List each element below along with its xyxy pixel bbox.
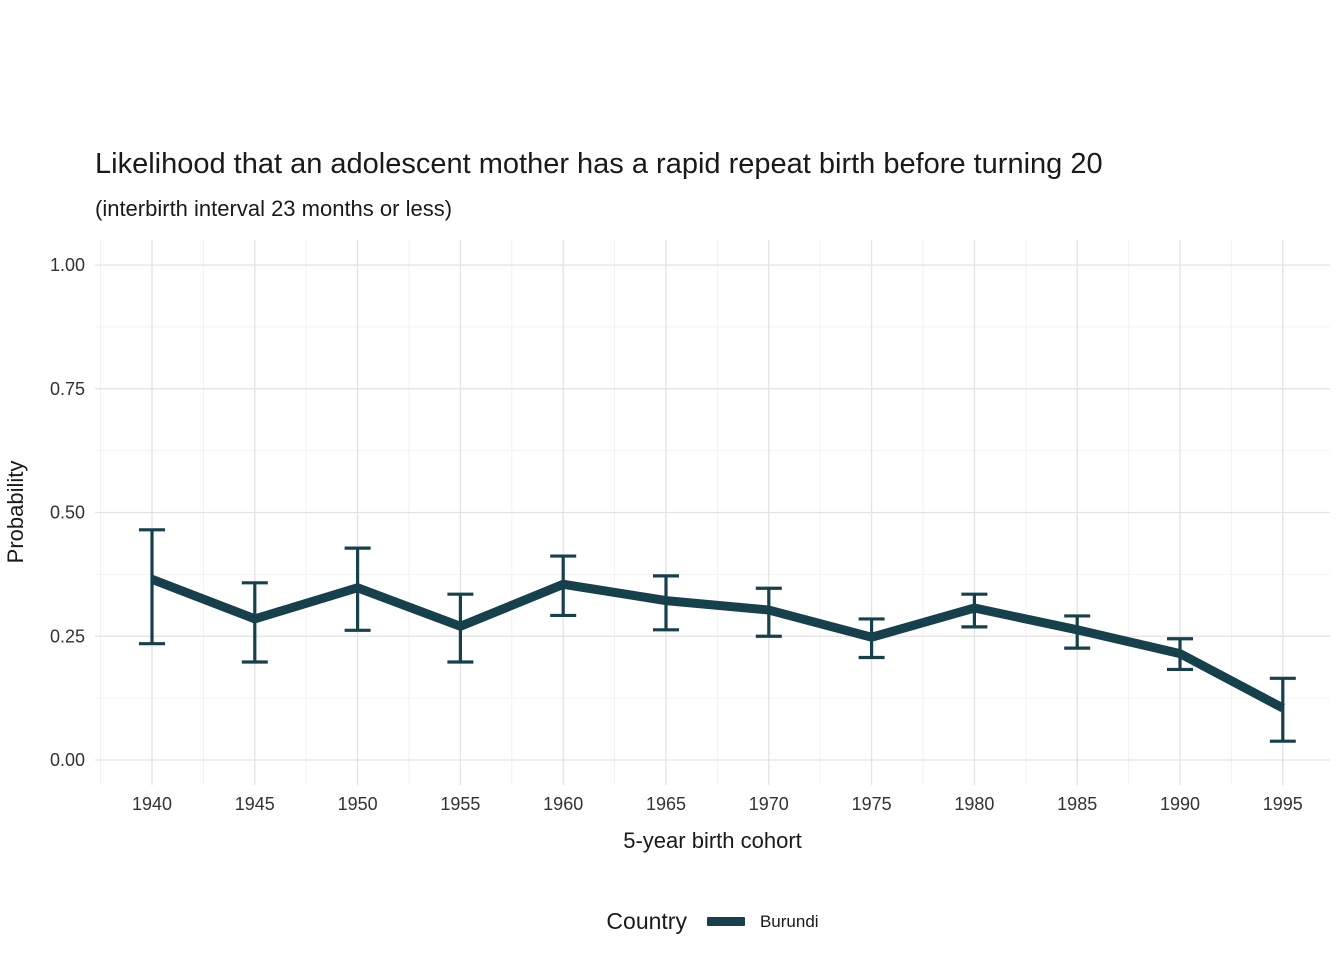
y-axis-title: Probability bbox=[3, 460, 28, 564]
x-tick-label: 1955 bbox=[440, 794, 480, 814]
x-tick-label: 1975 bbox=[852, 794, 892, 814]
y-tick-label: 0.50 bbox=[50, 503, 85, 523]
chart-subtitle: (interbirth interval 23 months or less) bbox=[95, 196, 453, 221]
y-tick-label: 1.00 bbox=[50, 255, 85, 275]
legend: Country Burundi bbox=[95, 908, 1330, 935]
x-tick-label: 1995 bbox=[1263, 794, 1303, 814]
chart-title: Likelihood that an adolescent mother has… bbox=[95, 148, 1103, 180]
x-tick-label: 1960 bbox=[543, 794, 583, 814]
x-axis-title: 5-year birth cohort bbox=[623, 828, 802, 853]
legend-swatch bbox=[706, 917, 745, 926]
x-tick-label: 1970 bbox=[749, 794, 789, 814]
y-tick-label: 0.75 bbox=[50, 379, 85, 399]
y-tick-label: 0.00 bbox=[50, 750, 85, 770]
x-tick-label: 1985 bbox=[1057, 794, 1097, 814]
x-tick-label: 1950 bbox=[338, 794, 378, 814]
x-tick-label: 1965 bbox=[646, 794, 686, 814]
legend-label-burundi: Burundi bbox=[759, 911, 819, 931]
x-tick-label: 1980 bbox=[954, 794, 994, 814]
x-tick-label: 1945 bbox=[235, 794, 275, 814]
x-tick-label: 1990 bbox=[1160, 794, 1200, 814]
y-tick-label: 0.25 bbox=[50, 626, 85, 646]
series-line-burundi bbox=[150, 575, 1285, 713]
legend-title: Country bbox=[606, 908, 687, 934]
x-tick-label: 1940 bbox=[132, 794, 172, 814]
